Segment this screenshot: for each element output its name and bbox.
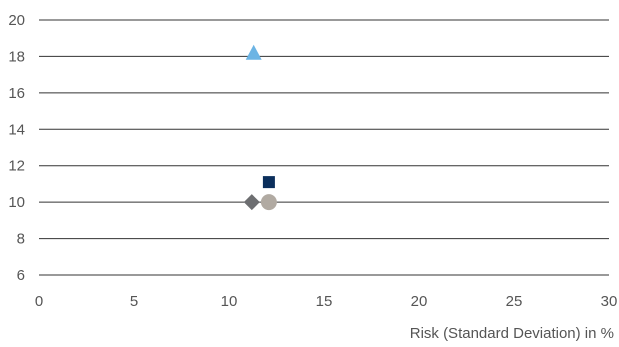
y-tick-label: 18: [8, 48, 25, 65]
y-tick-label: 16: [8, 85, 25, 102]
y-axis-tick-labels: 6 8 10 12 14 16 18 20: [8, 12, 25, 284]
data-point-circle: [260, 194, 277, 211]
x-axis-title: Risk (Standard Deviation) in %: [410, 325, 614, 342]
y-tick-label: 8: [17, 231, 25, 248]
x-tick-label: 15: [316, 293, 333, 310]
x-tick-label: 30: [601, 293, 618, 310]
y-tick-label: 20: [8, 12, 25, 29]
gridlines: [39, 19, 609, 276]
y-tick-label: 10: [8, 194, 25, 211]
data-point-diamond: [243, 194, 260, 211]
x-tick-label: 5: [130, 293, 138, 310]
data-points: [243, 44, 277, 211]
y-tick-label: 6: [17, 267, 25, 284]
y-tick-label: 12: [8, 158, 25, 175]
x-tick-label: 25: [506, 293, 523, 310]
x-axis-tick-labels: 0 5 10 15 20 25 30: [35, 293, 618, 310]
x-tick-label: 0: [35, 293, 43, 310]
data-point-square: [262, 176, 275, 189]
data-point-triangle: [245, 44, 262, 60]
x-tick-label: 10: [221, 293, 238, 310]
x-tick-label: 20: [411, 293, 428, 310]
y-tick-label: 14: [8, 121, 25, 138]
